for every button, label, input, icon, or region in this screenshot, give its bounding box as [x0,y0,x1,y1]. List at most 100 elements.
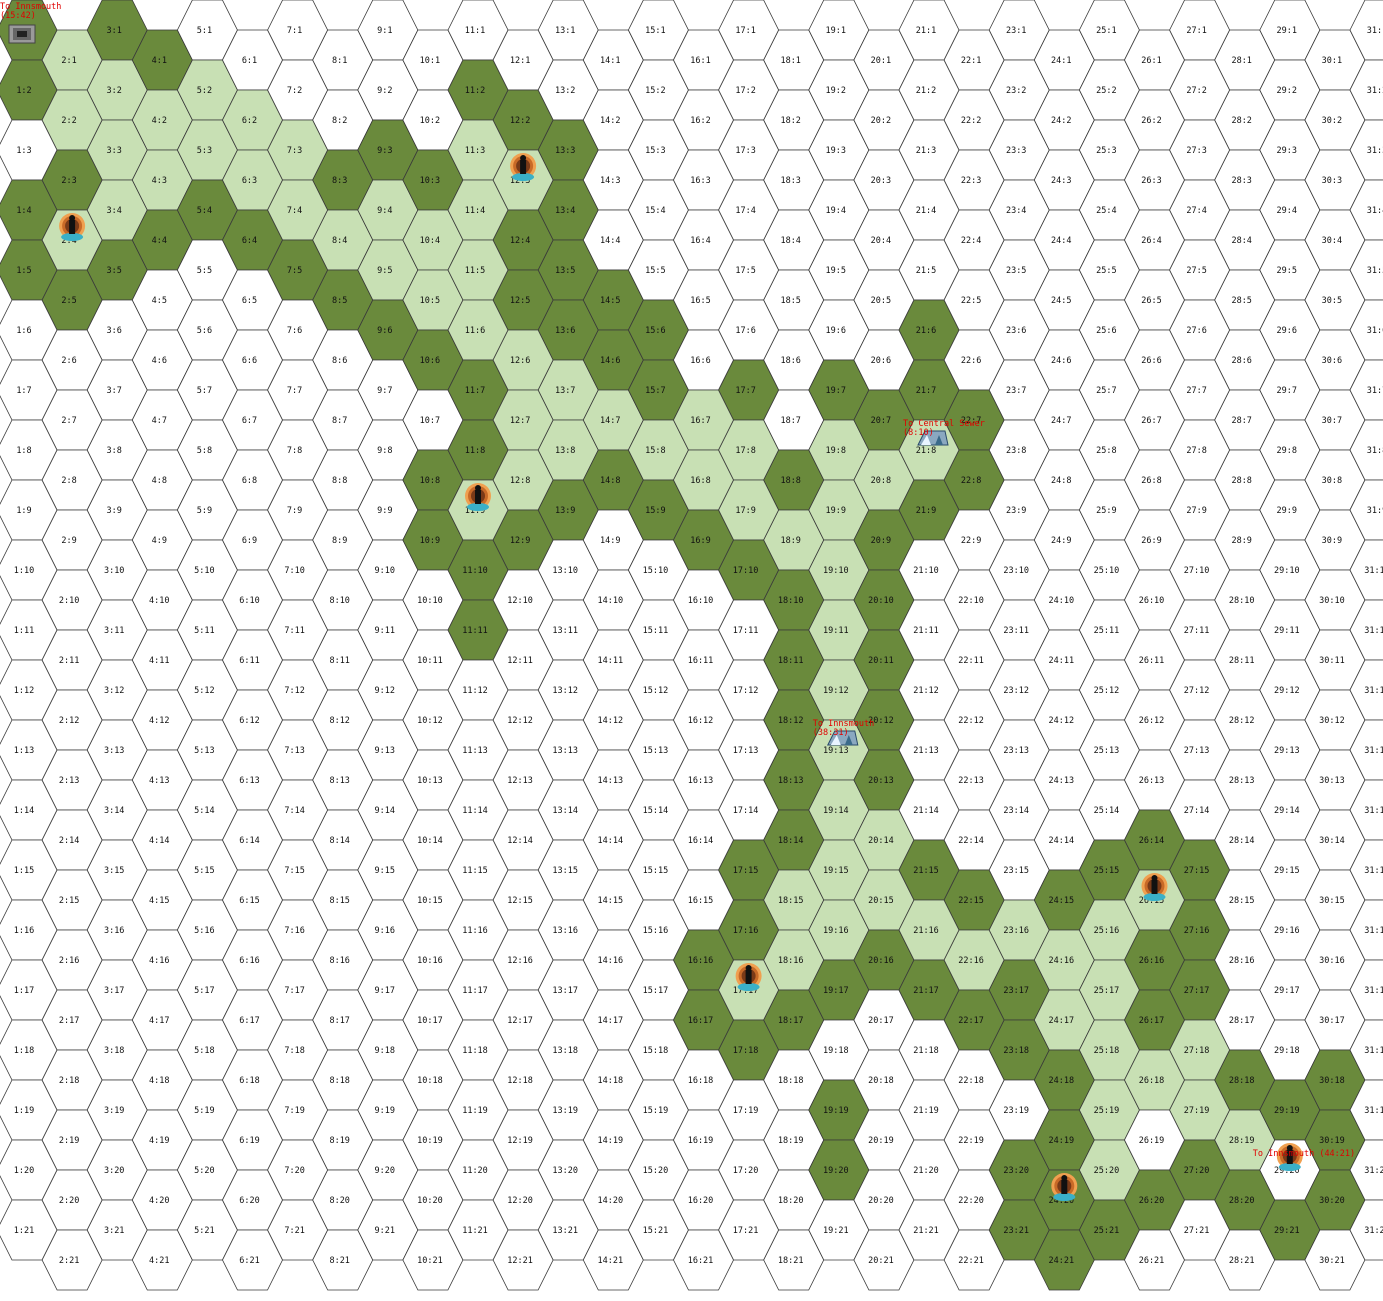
exit-label: To Innsmouth(15:42) [0,2,61,21]
hex-coordinate-label: 17:13 [733,746,759,756]
hex-coordinate-label: 18:19 [778,1136,804,1146]
hex-coordinate-label: 5:13 [194,746,214,756]
tent-icon[interactable] [917,430,949,446]
hex-coordinate-label: 29:18 [1274,1046,1300,1056]
hex-coordinate-label: 23:16 [1003,926,1029,936]
hex-coordinate-label: 2:11 [59,656,79,666]
hex-coordinate-label: 12:16 [507,956,533,966]
hex-coordinate-label: 29:14 [1274,806,1300,816]
hex-coordinate-label: 29:21 [1274,1226,1300,1236]
hex-coordinate-label: 15:19 [643,1106,669,1116]
hex-coordinate-label: 3:9 [107,506,122,516]
hex-coordinate-label: 30:4 [1322,236,1342,246]
hex-coordinate-label: 13:9 [555,506,575,516]
hex-coordinate-label: 7:18 [284,1046,304,1056]
hex-coordinate-label: 1:8 [16,446,31,456]
hex-coordinate-label: 28:13 [1229,776,1255,786]
hex-coordinate-label: 25:18 [1094,1046,1120,1056]
hex-coordinate-label: 14:2 [600,116,620,126]
hex-coordinate-label: 22:12 [958,716,984,726]
hex-coordinate-label: 16:8 [690,476,710,486]
portal-icon[interactable] [1276,1143,1303,1171]
hex-coordinate-label: 29:9 [1277,506,1297,516]
hex-coordinate-label: 7:3 [287,146,302,156]
hex-coordinate-label: 22:11 [958,656,984,666]
hex-coordinate-label: 29:19 [1274,1106,1300,1116]
hex-coordinate-label: 8:8 [332,476,347,486]
portal-icon[interactable] [1051,1173,1078,1201]
hex-coordinate-label: 3:7 [107,386,122,396]
hex-coordinate-label: 18:7 [780,416,800,426]
hex-coordinate-label: 5:2 [197,86,212,96]
hex-coordinate-label: 8:19 [329,1136,349,1146]
hex-coordinate-label: 13:11 [552,626,578,636]
hex-coordinate-label: 15:16 [643,926,669,936]
hex-coordinate-label: 17:8 [735,446,755,456]
hex-tile[interactable] [1349,1199,1383,1261]
hex-coordinate-label: 14:13 [598,776,624,786]
hex-coordinate-label: 6:15 [239,896,259,906]
hex-coordinate-label: 9:3 [377,146,392,156]
hex-coordinate-label: 10:2 [420,116,440,126]
portal-icon[interactable] [1141,873,1168,901]
hex-coordinate-label: 14:5 [600,296,620,306]
hex-cell[interactable]: 31:21 [1349,1199,1383,1261]
hex-coordinate-label: 5:1 [197,26,212,36]
hex-coordinate-label: 16:6 [690,356,710,366]
hex-coordinate-label: 6:12 [239,716,259,726]
hex-coordinate-label: 8:4 [332,236,347,246]
hex-coordinate-label: 2:20 [59,1196,79,1206]
hex-coordinate-label: 16:2 [690,116,710,126]
hex-coordinate-label: 9:18 [375,1046,395,1056]
hex-coordinate-label: 31:11 [1364,626,1383,636]
stairs-icon[interactable] [8,24,36,44]
hex-coordinate-label: 1:6 [16,326,31,336]
hex-coordinate-label: 8:14 [329,836,349,846]
hex-coordinate-label: 12:20 [507,1196,533,1206]
hex-coordinate-label: 24:18 [1049,1076,1075,1086]
hex-coordinate-label: 11:5 [465,266,485,276]
hex-coordinate-label: 17:7 [735,386,755,396]
hex-coordinate-label: 13:15 [552,866,578,876]
hex-coordinate-label: 4:4 [152,236,167,246]
hex-coordinate-label: 14:20 [598,1196,624,1206]
hex-coordinate-label: 27:9 [1186,506,1206,516]
hex-coordinate-label: 18:15 [778,896,804,906]
hex-coordinate-label: 23:14 [1003,806,1029,816]
hex-coordinate-label: 5:6 [197,326,212,336]
hex-coordinate-label: 30:15 [1319,896,1345,906]
hex-coordinate-label: 19:2 [826,86,846,96]
hex-coordinate-label: 18:9 [780,536,800,546]
hex-coordinate-label: 1:5 [16,266,31,276]
portal-icon[interactable] [465,483,491,511]
hex-coordinate-label: 20:14 [868,836,894,846]
hex-coordinate-label: 19:1 [826,26,846,36]
hex-coordinate-label: 7:9 [287,506,302,516]
hex-coordinate-label: 23:12 [1003,686,1029,696]
hex-coordinate-label: 13:18 [552,1046,578,1056]
portal-icon[interactable] [510,153,537,181]
hex-coordinate-label: 10:8 [420,476,440,486]
exit-label-line2: (8:10) [903,428,934,438]
hex-coordinate-label: 23:19 [1003,1106,1029,1116]
hex-coordinate-label: 25:2 [1096,86,1116,96]
hex-coordinate-label: 20:3 [871,176,891,186]
portal-icon[interactable] [735,963,762,991]
hex-coordinate-label: 14:15 [598,896,624,906]
hex-coordinate-label: 4:12 [149,716,169,726]
hex-coordinate-label: 27:6 [1186,326,1206,336]
hex-coordinate-label: 22:15 [958,896,984,906]
hex-coordinate-label: 17:9 [735,506,755,516]
hex-coordinate-label: 21:12 [913,686,939,696]
hex-coordinate-label: 24:11 [1049,656,1075,666]
portal-icon[interactable] [59,213,86,241]
exit-label-line1: To Central Sewer [903,419,985,429]
hex-coordinate-label: 6:17 [239,1016,259,1026]
hex-coordinate-label: 19:10 [823,566,849,576]
hex-coordinate-label: 12:12 [507,716,533,726]
hex-coordinate-label: 23:9 [1006,506,1026,516]
hex-coordinate-label: 20:18 [868,1076,894,1086]
hex-coordinate-label: 29:15 [1274,866,1300,876]
tent-icon[interactable] [826,730,859,746]
